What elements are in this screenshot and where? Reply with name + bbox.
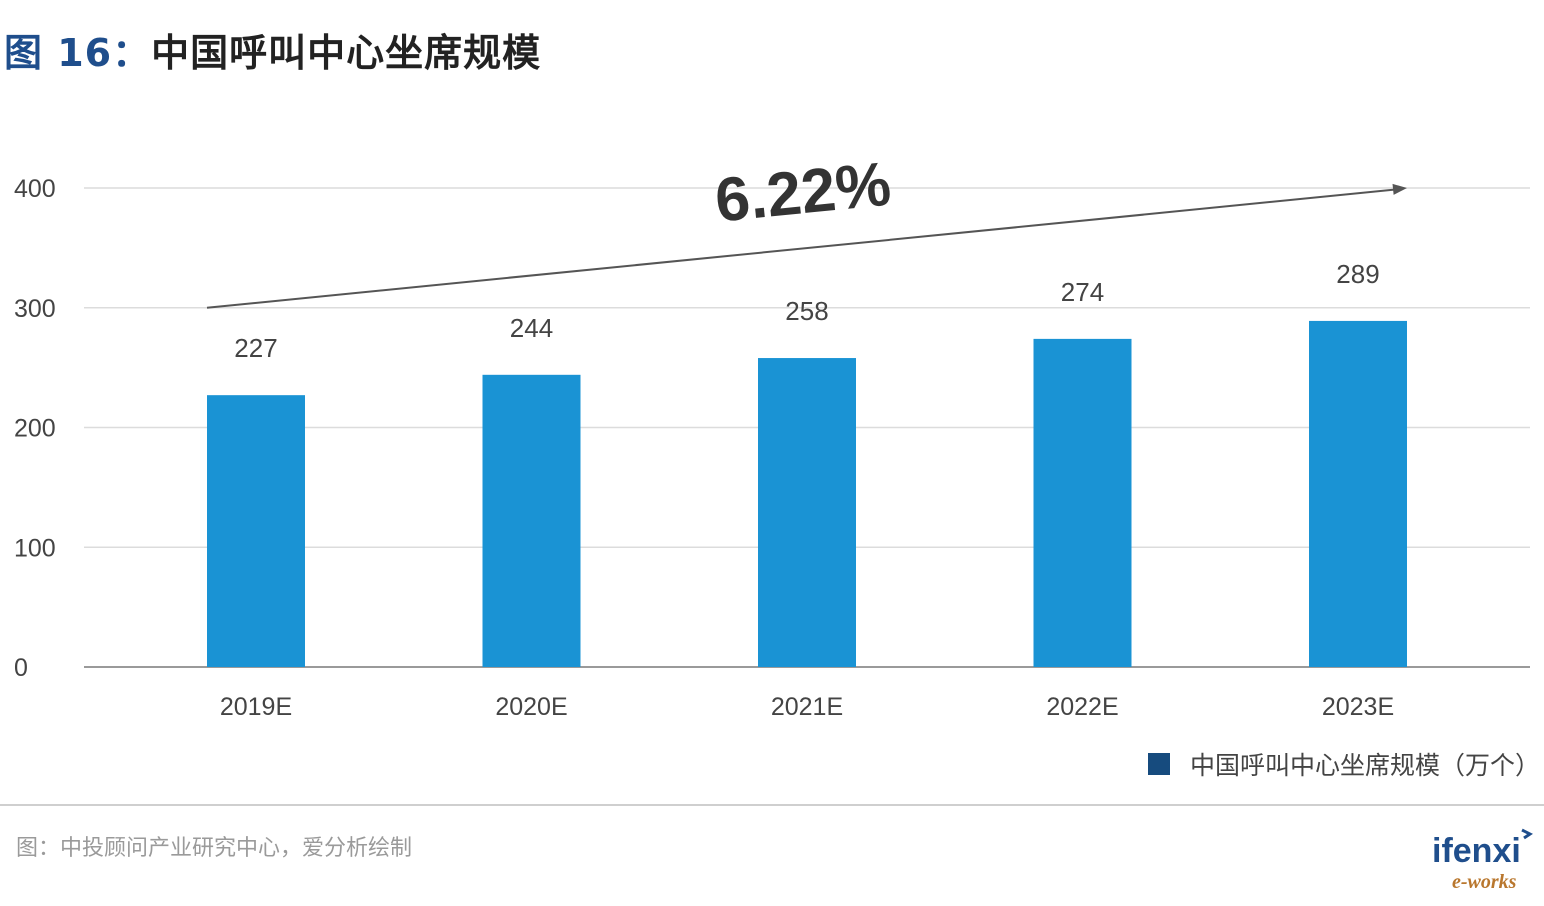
legend-swatch bbox=[1148, 753, 1170, 775]
svg-text:ifenxi: ifenxi bbox=[1432, 832, 1521, 870]
bar bbox=[1309, 320, 1407, 667]
bar bbox=[1033, 338, 1132, 667]
svg-text:e-works: e-works bbox=[1452, 871, 1517, 893]
bar bbox=[207, 395, 305, 667]
legend: 中国呼叫中心坐席规模（万个） bbox=[1148, 746, 1540, 782]
data-label: 274 bbox=[1061, 277, 1104, 307]
legend-label: 中国呼叫中心坐席规模（万个） bbox=[1190, 751, 1541, 780]
title-text: 中国呼叫中心坐席规模 bbox=[151, 31, 542, 75]
data-label: 289 bbox=[1336, 259, 1379, 289]
data-label: 227 bbox=[234, 333, 277, 363]
data-label: 244 bbox=[510, 313, 553, 343]
y-tick-label: 200 bbox=[14, 415, 56, 443]
footer-divider bbox=[0, 804, 1544, 806]
x-tick-label: 2019E bbox=[220, 693, 292, 721]
chart-title: 图 16：中国呼叫中心坐席规模 bbox=[4, 22, 541, 77]
bar bbox=[482, 374, 581, 667]
growth-arrow-head bbox=[1392, 183, 1407, 195]
bar bbox=[758, 358, 856, 667]
x-tick-label: 2020E bbox=[495, 693, 567, 721]
y-tick-label: 300 bbox=[14, 295, 56, 323]
figure-number: 图 16： bbox=[4, 31, 152, 75]
x-tick-label: 2023E bbox=[1322, 693, 1394, 721]
growth-arrow-line bbox=[206, 188, 1402, 309]
growth-rate-label: 6.22% bbox=[712, 150, 894, 236]
y-tick-label: 400 bbox=[14, 175, 56, 203]
data-label: 258 bbox=[785, 296, 828, 326]
y-tick-label: 100 bbox=[14, 534, 56, 562]
x-tick-label: 2022E bbox=[1046, 693, 1118, 721]
bar-chart: 0 100 200 300 400 227 2019E 244 2020E 258 2021E 274… bbox=[14, 150, 1530, 721]
source-note: 图：中投顾问产业研究中心，爱分析绘制 bbox=[16, 836, 413, 861]
y-tick-label: 0 bbox=[14, 654, 28, 682]
ifenxi-eworks-logo: ifenxi e-works bbox=[1432, 828, 1533, 893]
x-tick-label: 2021E bbox=[771, 693, 843, 721]
